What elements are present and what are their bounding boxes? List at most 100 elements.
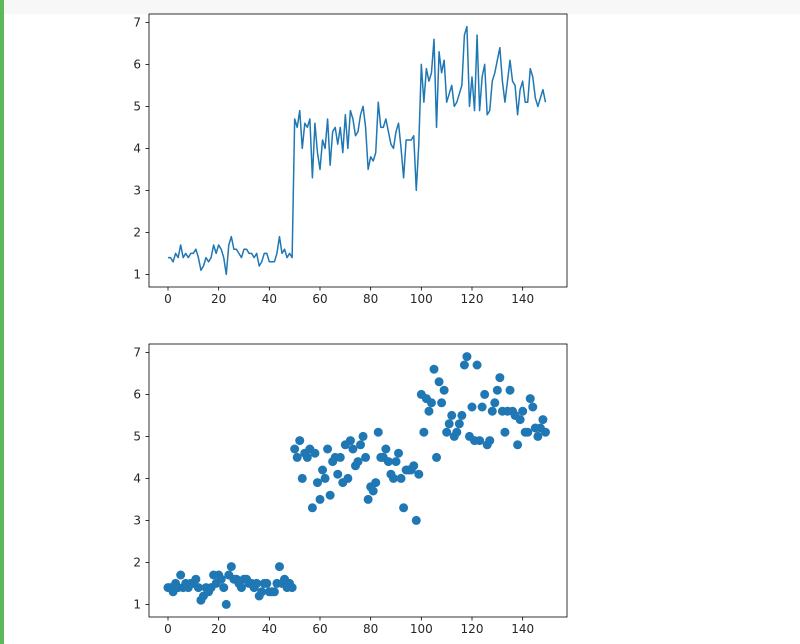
scatter-x-tick-label: 80 [363, 622, 378, 636]
scatter-point [523, 427, 533, 437]
scatter-point [515, 415, 525, 425]
scatter-point [297, 473, 307, 483]
scatter-x-tick-label: 20 [211, 622, 226, 636]
scatter-point [528, 402, 538, 412]
scatter-point [290, 444, 300, 454]
scatter-x-tick-label: 120 [461, 622, 484, 636]
line-chart: 0 20 40 60 80 100 120 140 1 2 3 4 5 6 7 [133, 13, 568, 306]
scatter-point [429, 364, 439, 374]
scatter-point [312, 478, 322, 488]
scatter-point [533, 431, 543, 441]
line-x-tick-label: 120 [461, 292, 484, 306]
line-y-tick-label: 3 [133, 183, 141, 197]
scatter-point [462, 352, 472, 362]
line-y-tick-label: 1 [133, 267, 141, 281]
scatter-point [414, 469, 424, 479]
scatter-point [287, 583, 297, 593]
scatter-point [525, 394, 535, 404]
scatter-point [373, 427, 383, 437]
scatter-point [411, 515, 421, 525]
scatter-point [216, 574, 226, 584]
scatter-point [368, 486, 378, 496]
scatter-point [269, 587, 279, 597]
line-plot-frame [148, 13, 568, 288]
scatter-x-tick-label: 140 [511, 622, 534, 636]
scatter-point [363, 494, 373, 504]
scatter-point [262, 578, 272, 588]
scatter-x-tick-label: 100 [410, 622, 433, 636]
scatter-point [371, 478, 381, 488]
scatter-point [459, 360, 469, 370]
scatter-y-tick-label: 6 [133, 387, 141, 401]
scatter-point [434, 377, 444, 387]
scatter-point [513, 440, 523, 450]
scatter-point [432, 452, 442, 462]
scatter-point [490, 398, 500, 408]
scatter-point [492, 385, 502, 395]
scatter-point [467, 402, 477, 412]
scatter-point [325, 490, 335, 500]
scatter-point [439, 385, 449, 395]
scatter-point [505, 385, 515, 395]
line-y-tick-label: 2 [133, 225, 141, 239]
cell-top-strip [4, 0, 800, 14]
scatter-point [487, 406, 497, 416]
scatter-point [396, 473, 406, 483]
line-y-tick-label: 5 [133, 99, 141, 113]
scatter-point [500, 427, 510, 437]
scatter-chart: 0 20 40 60 80 100 120 140 1 2 3 4 5 6 7 [133, 343, 568, 636]
scatter-point [457, 410, 467, 420]
scatter-point [345, 436, 355, 446]
scatter-point [353, 457, 363, 467]
scatter-x-tick-label: 40 [262, 622, 277, 636]
scatter-point [315, 494, 325, 504]
scatter-point [335, 452, 345, 462]
scatter-point [295, 436, 305, 446]
scatter-x-tick-label: 0 [164, 622, 172, 636]
line-x-tick-label: 60 [312, 292, 327, 306]
scatter-point [472, 360, 482, 370]
scatter-point [302, 452, 312, 462]
scatter-point [343, 473, 353, 483]
scatter-point [419, 427, 429, 437]
scatter-point [318, 465, 328, 475]
line-series-path [168, 25, 547, 276]
line-x-tick-label: 40 [262, 292, 277, 306]
scatter-point [399, 503, 409, 513]
scatter-point [477, 402, 487, 412]
scatter-point [193, 583, 203, 593]
scatter-point [540, 427, 550, 437]
scatter-point [333, 469, 343, 479]
scatter-point [454, 419, 464, 429]
scatter-point [538, 415, 548, 425]
scatter-point [409, 461, 419, 471]
scatter-point [236, 583, 246, 593]
scatter-point [442, 427, 452, 437]
scatter-point [320, 473, 330, 483]
scatter-point [221, 599, 231, 609]
line-x-tick-label: 140 [511, 292, 534, 306]
line-x-tick-label: 20 [211, 292, 226, 306]
scatter-point [394, 448, 404, 458]
scatter-point [358, 431, 368, 441]
line-x-tick-label: 100 [410, 292, 433, 306]
scatter-point [219, 583, 229, 593]
scatter-y-tick-label: 2 [133, 555, 141, 569]
scatter-point [292, 452, 302, 462]
scatter-point [361, 452, 371, 462]
scatter-y-tick-label: 7 [133, 345, 141, 359]
scatter-point [475, 436, 485, 446]
scatter-point [356, 440, 366, 450]
scatter-point [518, 406, 528, 416]
scatter-point [252, 578, 262, 588]
scatter-point [348, 444, 358, 454]
scatter-point [191, 574, 201, 584]
scatter-point [388, 473, 398, 483]
scatter-point [452, 427, 462, 437]
line-x-tick-label: 0 [164, 292, 172, 306]
scatter-point [437, 398, 447, 408]
scatter-x-tick-label: 60 [312, 622, 327, 636]
scatter-point [383, 457, 393, 467]
cell-left-accent-bar [0, 0, 4, 644]
